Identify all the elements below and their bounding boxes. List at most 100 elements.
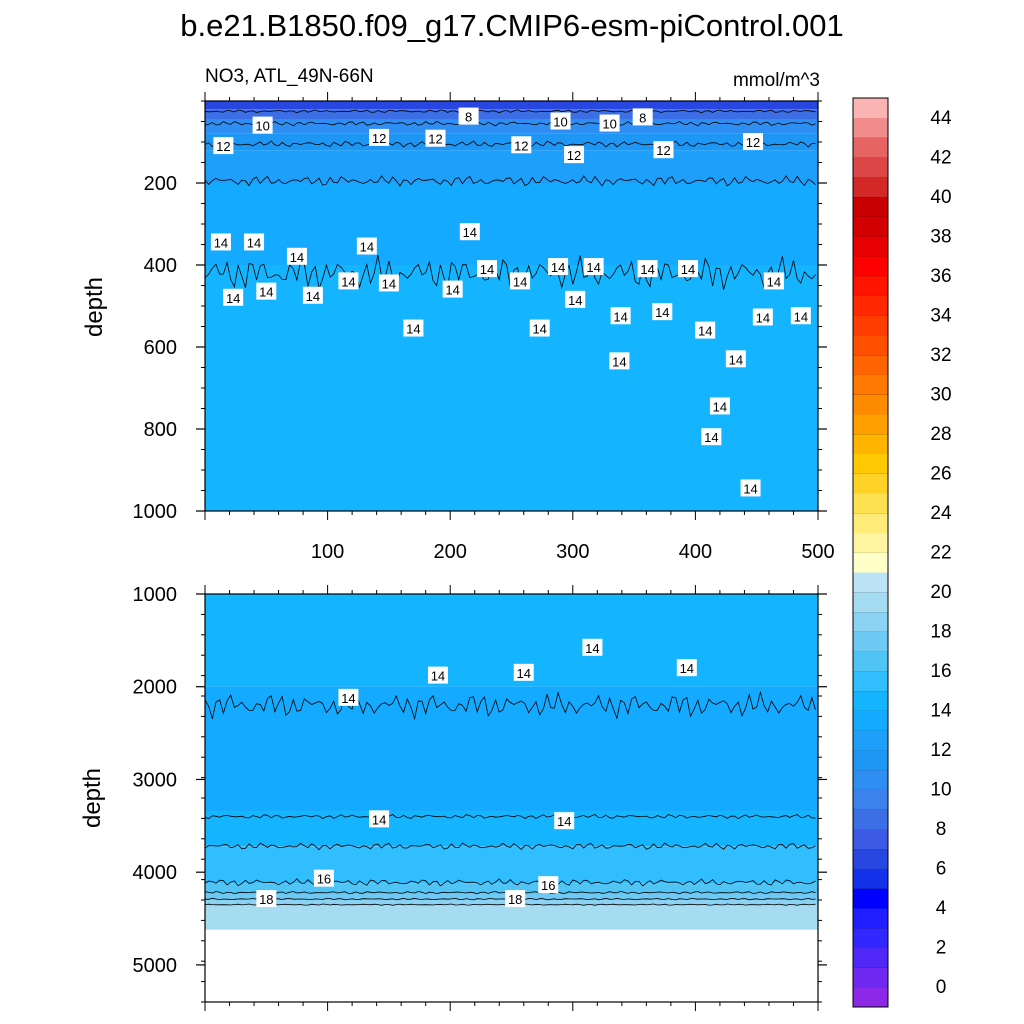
contour-label: 14: [378, 274, 399, 292]
colorbar-swatch: [853, 690, 888, 711]
x-tick-label: 200: [434, 541, 467, 563]
colorbar-swatch: [853, 374, 888, 395]
colorbar-label: 14: [930, 701, 952, 722]
contour-label: 14: [678, 260, 699, 278]
contour-label-text: 14: [586, 260, 600, 275]
colorbar-swatch: [853, 354, 888, 375]
contour-label-text: 14: [382, 276, 396, 291]
colorbar-swatch: [853, 157, 888, 178]
colorbar-swatch: [853, 730, 888, 751]
colorbar-swatch: [853, 315, 888, 336]
contour-label: 14: [476, 260, 497, 278]
fill-band-10: [205, 119, 818, 134]
contour-label: 14: [403, 319, 424, 337]
colorbar-swatch: [853, 453, 888, 474]
contour-label: 14: [763, 272, 784, 290]
colorbar-label: 40: [930, 187, 951, 208]
contour-label-text: 14: [445, 283, 459, 298]
contour-label-text: 14: [341, 691, 355, 706]
contour-line-10: [205, 121, 816, 127]
contour-label: 14: [609, 352, 630, 370]
colorbar-label: 4: [936, 898, 947, 919]
contour-label-text: 14: [585, 641, 599, 656]
contour-label: 14: [752, 308, 773, 326]
contour-label: 14: [256, 282, 277, 300]
contour-label-text: 12: [514, 138, 528, 153]
lower-y-axis-label: depth: [79, 768, 106, 828]
contour-label-text: 12: [372, 131, 386, 146]
upper-y-axis-label: depth: [81, 277, 108, 337]
colorbar-swatch: [853, 908, 888, 929]
colorbar-swatch: [853, 117, 888, 138]
colorbar-swatch: [853, 275, 888, 296]
contour-label: 14: [583, 258, 604, 276]
contour-label-text: 14: [306, 289, 320, 304]
contour-label: 14: [582, 638, 603, 656]
y-tick-label: 2000: [133, 677, 178, 699]
colorbar-swatch: [853, 394, 888, 415]
colorbar-swatch: [853, 512, 888, 534]
fill-band-14: [205, 265, 818, 511]
y-tick-label: 600: [144, 337, 177, 359]
colorbar: 0246810121416182022242628303234363840424…: [852, 97, 952, 1008]
contour-label: 12: [743, 133, 764, 150]
contour-label-text: 14: [214, 235, 228, 250]
contour-label-text: 18: [508, 892, 522, 907]
contour-label: 14: [223, 288, 244, 306]
colorbar-swatch: [853, 335, 888, 356]
contour-label: 14: [676, 659, 697, 677]
fill-band-16: [205, 883, 818, 894]
panel-upper: 10 8 10 10 8 12 12 12 12 12 12 12 14 14 14 14 14 14 14 14 14…: [133, 92, 835, 563]
units-label: mmol/m^3: [733, 70, 820, 91]
contour-label-text: 8: [639, 110, 646, 125]
contour-label: 14: [338, 272, 359, 290]
colorbar-swatch: [853, 651, 888, 672]
contour-label-text: 14: [513, 274, 527, 289]
colorbar-swatch: [853, 137, 888, 158]
contour-label-text: 14: [406, 322, 420, 337]
colorbar-label: 38: [930, 226, 951, 247]
contour-label-text: 16: [541, 878, 555, 893]
contour-label: 14: [338, 688, 359, 706]
colorbar-swatch: [853, 888, 888, 909]
contour-label: 14: [356, 237, 377, 255]
colorbar-swatch: [853, 236, 888, 257]
y-tick-label: 1000: [133, 501, 178, 523]
contour-line-8: [205, 109, 816, 114]
contour-label-text: 14: [756, 310, 770, 325]
colorbar-swatch: [853, 947, 888, 968]
colorbar-swatch: [853, 829, 888, 850]
contour-line-14: [205, 690, 816, 721]
fill-band-12: [205, 150, 818, 183]
contour-label-text: 14: [372, 812, 386, 827]
colorbar-swatch: [853, 532, 888, 553]
contour-line-12: [205, 140, 816, 148]
plot-area-lower: 14 14 14 14 14 14 14 16 16 18 18: [205, 594, 818, 1002]
contour-label-text: 14: [713, 399, 727, 414]
contour-label: 14: [709, 397, 730, 415]
fill-band-19: [205, 905, 818, 930]
contour-label: 14: [286, 247, 307, 265]
contour-line-16: [205, 878, 816, 887]
contour-label: 12: [511, 136, 532, 154]
y-tick-label: 3000: [133, 769, 178, 791]
contour-label: 14: [244, 233, 265, 251]
colorbar-swatch: [853, 671, 888, 692]
colorbar-swatch: [853, 414, 888, 435]
contour-label-text: 12: [428, 132, 442, 147]
contour-label-text: 12: [567, 148, 581, 163]
contour-label: 14: [369, 810, 390, 828]
colorbar-label: 20: [930, 582, 951, 603]
contour-label: 14: [565, 290, 586, 308]
contour-label-text: 14: [640, 262, 654, 277]
fill-band-13: [205, 686, 818, 812]
contour-label: 14: [701, 428, 722, 446]
x-tick-label: 500: [801, 541, 834, 563]
contour-label: 14: [554, 812, 575, 830]
contour-line-14: [205, 814, 816, 820]
contour-label: 14: [302, 286, 323, 304]
contour-label-text: 8: [465, 110, 472, 125]
contour-label-text: 14: [341, 274, 355, 289]
y-tick-label: 400: [144, 255, 177, 277]
